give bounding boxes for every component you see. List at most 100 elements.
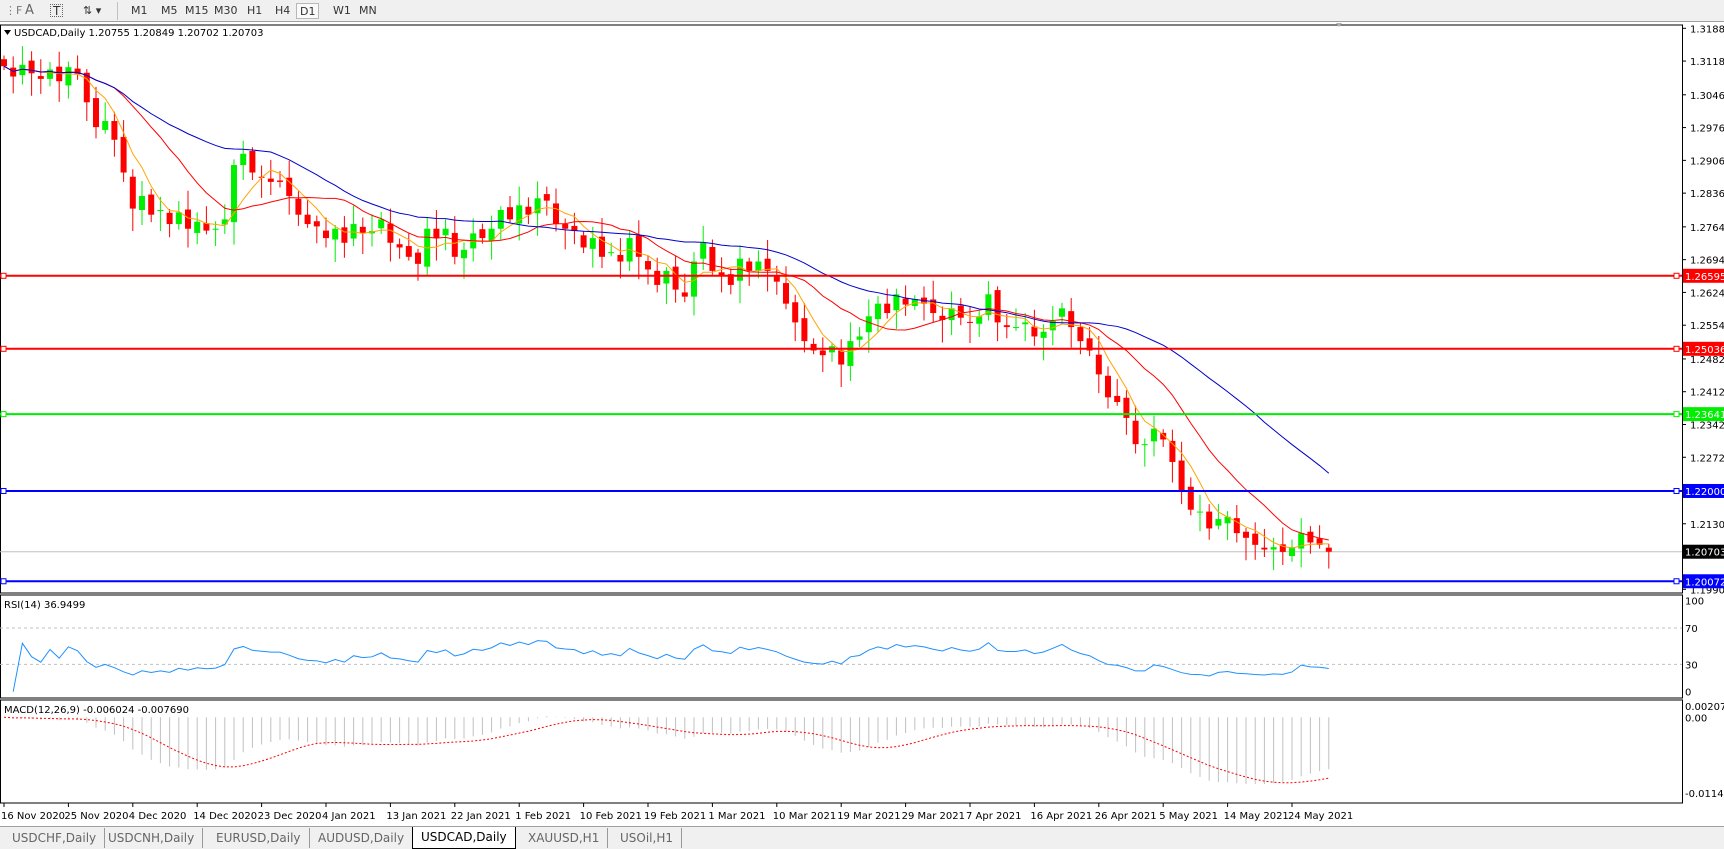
chart-tab[interactable]: AUDUSD,Daily	[310, 828, 414, 848]
candle-body	[341, 227, 348, 243]
candle-body	[433, 228, 440, 239]
date-label: 10 Feb 2021	[580, 811, 642, 822]
candle-body	[819, 350, 826, 356]
timeframe-m15[interactable]: M15	[185, 4, 209, 17]
candle-body	[939, 315, 946, 321]
price-tick-label: 1.31180	[1690, 57, 1724, 68]
price-pane	[0, 24, 1683, 594]
current-price-label-bg	[1683, 544, 1724, 559]
candle-body	[553, 203, 559, 225]
fibo-icon[interactable]: ⋮F	[5, 4, 23, 17]
candle-body	[580, 235, 587, 248]
candle-body	[1, 59, 7, 67]
candle-body	[1279, 544, 1286, 552]
line-handle[interactable]	[0, 272, 7, 279]
candle-body	[967, 321, 973, 323]
candle-body	[1178, 460, 1185, 491]
line-handle[interactable]	[0, 578, 7, 585]
rsi-tick-label: 0	[1685, 688, 1691, 699]
timeframe-w1[interactable]: W1	[333, 4, 351, 17]
price-tick-label: 1.25540	[1690, 321, 1724, 332]
date-label: 19 Feb 2021	[644, 811, 706, 822]
line-handle[interactable]	[1673, 272, 1680, 279]
candle-body	[1270, 547, 1277, 550]
price-tick-label: 1.31880	[1690, 24, 1724, 35]
price-tick-label: 1.23420	[1690, 420, 1724, 431]
candle-body	[1169, 440, 1176, 462]
date-label: 10 Mar 2021	[773, 811, 836, 822]
chart-tab[interactable]: USDCAD,Daily	[412, 827, 516, 849]
price-line-label-bg	[1683, 483, 1724, 498]
date-label: 4 Dec 2020	[129, 811, 187, 822]
arrows-icon[interactable]: ⇅ ▾	[83, 4, 102, 17]
candle-body	[1187, 486, 1194, 510]
timeframe-m30[interactable]: M30	[214, 4, 238, 17]
candle-body	[1261, 547, 1268, 550]
candle-body	[286, 177, 293, 196]
candle-body	[295, 198, 302, 215]
text-icon[interactable]: A	[25, 3, 34, 18]
date-label: 26 Apr 2021	[1095, 811, 1157, 822]
chart-tab[interactable]: USDCNH,Daily	[100, 828, 204, 848]
toolbar: ⋮F A T ⇅ ▾ M1 M5 M15 M30 H1 H4 D1 W1 MN	[0, 0, 1724, 22]
candle-body	[875, 303, 881, 320]
line-handle[interactable]	[1673, 411, 1680, 418]
chart-tab[interactable]: XAUUSD,H1	[520, 828, 609, 848]
timeframe-h4[interactable]: H4	[275, 4, 291, 17]
candle-body	[1215, 519, 1222, 526]
candle-body	[1298, 533, 1305, 549]
timeframe-h1[interactable]: H1	[247, 4, 263, 17]
chart-tab[interactable]: USOil,H1	[612, 828, 682, 848]
moving-average-line	[3, 65, 1329, 549]
line-handle[interactable]	[1673, 345, 1680, 352]
collapse-triangle-icon[interactable]	[4, 30, 11, 35]
chart-shift-icon[interactable]	[1336, 23, 1342, 27]
candle-body	[691, 261, 697, 297]
chart-tab[interactable]: USDCHF,Daily	[4, 828, 106, 848]
candle-body	[277, 180, 283, 182]
price-line-label-bg	[1683, 341, 1724, 356]
current-price-label: 1.20703	[1685, 548, 1724, 559]
candle-body	[571, 225, 578, 232]
candle-body	[783, 283, 789, 304]
rsi-label: RSI(14) 36.9499	[4, 600, 85, 611]
date-label: 25 Nov 2020	[64, 811, 128, 822]
price-line-label: 1.26595	[1685, 272, 1724, 283]
date-label: 7 Apr 2021	[966, 811, 1021, 822]
line-handle[interactable]	[0, 487, 7, 494]
chart-tab[interactable]: EURUSD,Daily	[208, 828, 310, 848]
candle-body	[1123, 397, 1130, 418]
chart-window[interactable]: 1.31880 1.31180 1.30460 1.29760 1.29060 1.283…	[0, 22, 1724, 826]
candle-body	[516, 205, 523, 224]
timeframe-m5[interactable]: M5	[161, 4, 178, 17]
chart-header: USDCAD,Daily 1.20755 1.20849 1.20702 1.2…	[14, 28, 264, 39]
candle-body	[175, 212, 182, 225]
candle-body	[727, 274, 734, 285]
timeframe-mn[interactable]: MN	[359, 4, 377, 17]
line-handle[interactable]	[1673, 578, 1680, 585]
candle-body	[249, 150, 256, 173]
candle-body	[1068, 311, 1075, 328]
candle-body	[1105, 375, 1111, 398]
candle-body	[332, 228, 339, 240]
candle-body	[1022, 322, 1029, 325]
timeframe-d1[interactable]: D1	[296, 3, 320, 19]
price-tick-label: 1.24120	[1690, 388, 1724, 399]
moving-average-line	[3, 65, 1330, 474]
candle-body	[893, 294, 900, 311]
candle-body	[396, 244, 403, 248]
timeframe-m1[interactable]: M1	[131, 4, 148, 17]
candle-body	[957, 305, 964, 318]
date-label: 14 Dec 2020	[193, 811, 257, 822]
date-label: 1 Feb 2021	[515, 811, 571, 822]
candle-body	[709, 246, 716, 271]
candle-body	[1160, 432, 1167, 440]
line-handle[interactable]	[0, 411, 7, 418]
macd-tick-label: -0.011462	[1685, 789, 1724, 800]
line-handle[interactable]	[1673, 487, 1680, 494]
line-handle[interactable]	[0, 345, 7, 352]
candle-body	[1197, 511, 1203, 513]
text-label-icon[interactable]: T	[50, 4, 64, 17]
candle-body	[1224, 516, 1231, 524]
candle-body	[1132, 420, 1139, 445]
